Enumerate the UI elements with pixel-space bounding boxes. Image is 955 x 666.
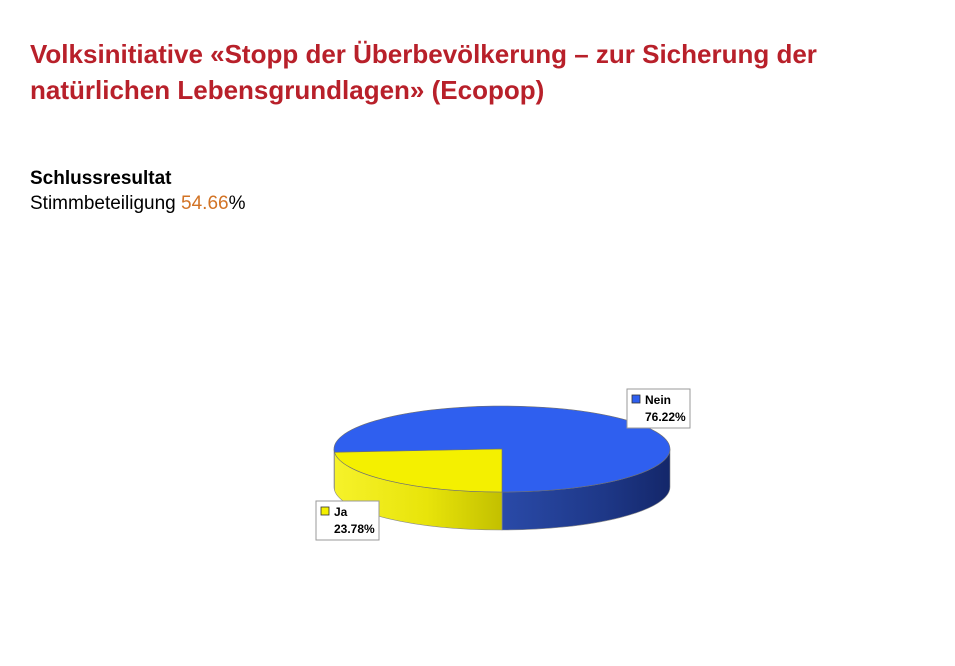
turnout-label: Stimmbeteiligung [30,193,182,214]
data-label-ja: Ja 23.78% [315,500,380,541]
title-line-1: Volksinitiative «Stopp der Überbevölkeru… [30,39,817,69]
slice-name-label: Ja [334,505,348,519]
legend-swatch-ja [320,506,330,516]
pie-slice-nein [333,405,671,493]
data-label-nein: Nein 76.22% [626,388,691,429]
title-line-2: natürlichen Lebensgrundlagen» (Ecopop) [30,75,545,105]
pie-slice-ja [334,448,503,493]
slice-value-label: 76.22% [645,410,686,424]
final-result-heading: Schlussresultat [30,168,172,189]
slice-name-label: Nein [645,393,671,407]
page-title: Volksinitiative «Stopp der Überbevölkeru… [30,36,930,108]
slice-value-label: 23.78% [334,522,375,536]
pie-group: Nein 76.22% Ja 23.78% [315,388,691,541]
legend-swatch-nein [631,394,641,404]
turnout-unit: % [228,193,246,214]
turnout-line: Stimmbeteiligung 54.66% [30,193,245,214]
turnout-value: 54.66 [181,193,229,214]
result-summary: Schlussresultat Stimmbeteiligung 54.66% [30,166,245,216]
